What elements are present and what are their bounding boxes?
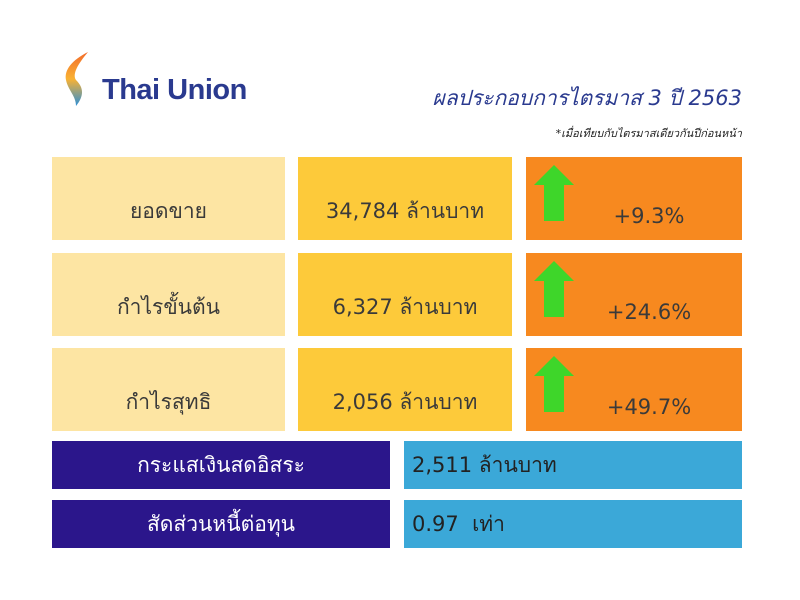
metric-value: 2,056 ล้านบาท: [298, 348, 512, 431]
metric-label: กำไรสุทธิ: [52, 348, 285, 431]
metric-change: +24.6%: [526, 253, 742, 336]
metric-change-value: +49.7%: [606, 395, 692, 419]
debt-to-equity-value: 0.97 เท่า: [404, 500, 742, 548]
metric-label: กำไรขั้นต้น: [52, 253, 285, 336]
free-cash-flow-value: 2,511 ล้านบาท: [404, 441, 742, 489]
thai-union-logo-icon: [65, 52, 88, 106]
metric-change: +9.3%: [526, 157, 742, 240]
footnote: *เมื่อเทียบกับไตรมาสเดียวกันปีก่อนหน้า: [555, 127, 742, 140]
page-title: ผลประกอบการไตรมาส 3 ปี 2563: [432, 86, 742, 110]
metric-label: ยอดขาย: [52, 157, 285, 240]
metric-change-value: +24.6%: [606, 300, 692, 324]
arrow-up-icon: [534, 356, 574, 412]
metric-value: 6,327 ล้านบาท: [298, 253, 512, 336]
arrow-up-icon: [534, 165, 574, 221]
arrow-up-icon: [534, 261, 574, 317]
metric-value: 34,784 ล้านบาท: [298, 157, 512, 240]
free-cash-flow-label: กระแสเงินสดอิสระ: [52, 441, 390, 489]
debt-to-equity-label: สัดส่วนหนี้ต่อทุน: [52, 500, 390, 548]
logo-text: Thai Union: [102, 74, 247, 106]
metric-change-value: +9.3%: [613, 204, 685, 228]
metric-change: +49.7%: [526, 348, 742, 431]
